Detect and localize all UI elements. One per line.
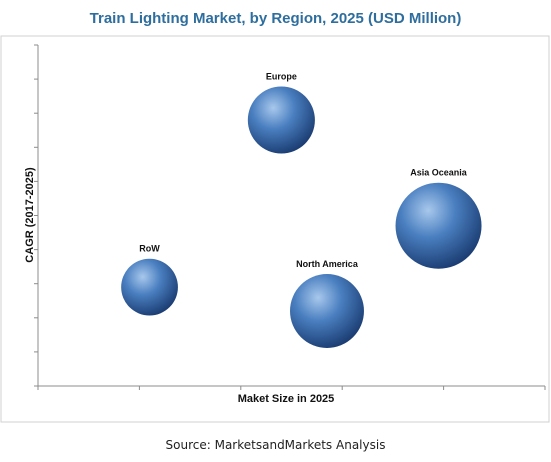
x-axis-title: Maket Size in 2025 [238,393,335,405]
bubble-label-europe: Europe [266,71,297,81]
source-note: Source: MarketsandMarkets Analysis [165,438,386,452]
chart-title: Train Lighting Market, by Region, 2025 (… [89,10,462,27]
chart-frame [0,35,550,423]
x-ticks [37,386,546,390]
bubble-north-america [290,274,364,348]
bubble-labels: Europe Asia Oceania RoW North America [139,71,468,269]
bubble-label-row: RoW [139,244,160,254]
bubble-europe [247,86,315,154]
y-ticks [34,44,38,387]
bubble-asia-oceania [395,182,482,269]
bubble-label-asia-oceania: Asia Oceania [410,168,468,178]
bubble-label-north-america: North America [296,259,359,269]
bubble-row [121,258,178,316]
bubbles [121,86,482,348]
y-axis-title: CAGR (2017-2025) [24,167,36,263]
